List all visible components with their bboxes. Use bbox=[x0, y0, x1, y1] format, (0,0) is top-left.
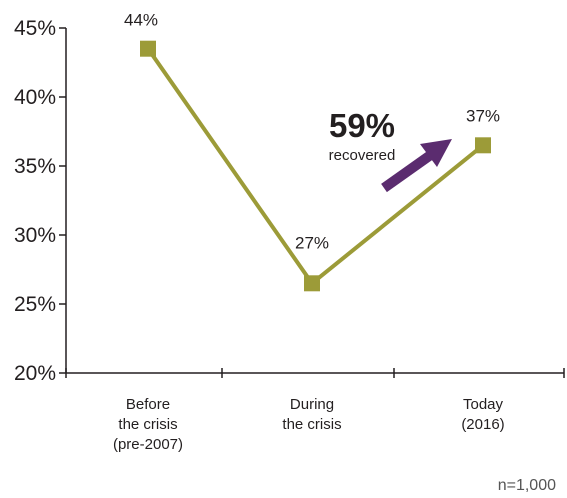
x-category-label: Today (2016) bbox=[461, 396, 504, 433]
x-category-label-line: (2016) bbox=[461, 416, 504, 433]
x-category-label-line: the crisis bbox=[282, 416, 341, 433]
y-tick-label: 40% bbox=[14, 86, 56, 109]
callout-text: recovered bbox=[329, 147, 396, 164]
data-labels: 44% 27% 37% bbox=[124, 11, 500, 253]
data-label: 37% bbox=[466, 106, 500, 125]
series-line bbox=[140, 40, 491, 292]
data-label: 27% bbox=[295, 233, 329, 252]
x-axis: Before the crisis (pre-2007) During the cris… bbox=[65, 368, 565, 453]
x-category-label: During the crisis bbox=[282, 396, 341, 433]
callout-value: 59% bbox=[329, 107, 395, 144]
data-point-marker bbox=[304, 275, 320, 292]
y-tick-label: 35% bbox=[14, 155, 56, 178]
data-label: 44% bbox=[124, 11, 158, 30]
arrow-shaft bbox=[381, 149, 435, 193]
x-category-label-line: (pre-2007) bbox=[113, 436, 183, 453]
x-category-label-line: Today bbox=[463, 396, 504, 413]
up-arrow-icon bbox=[381, 139, 452, 193]
recovery-callout: 59% recovered bbox=[329, 107, 452, 193]
y-axis: 20% 25% 30% 35% 40% 45% bbox=[14, 17, 67, 385]
data-point-marker bbox=[140, 40, 156, 57]
y-tick-label: 25% bbox=[14, 293, 56, 316]
x-category-label-line: the crisis bbox=[118, 416, 177, 433]
y-tick-label: 20% bbox=[14, 362, 56, 385]
data-point-marker bbox=[475, 137, 491, 154]
y-tick-label: 30% bbox=[14, 224, 56, 247]
x-category-label-line: During bbox=[290, 396, 334, 413]
arrow-head bbox=[420, 139, 452, 167]
x-category-label-line: Before bbox=[126, 396, 170, 413]
x-category-label: Before the crisis (pre-2007) bbox=[113, 396, 183, 453]
sample-size-note: n=1,000 bbox=[498, 477, 556, 494]
y-tick-label: 45% bbox=[14, 17, 56, 40]
